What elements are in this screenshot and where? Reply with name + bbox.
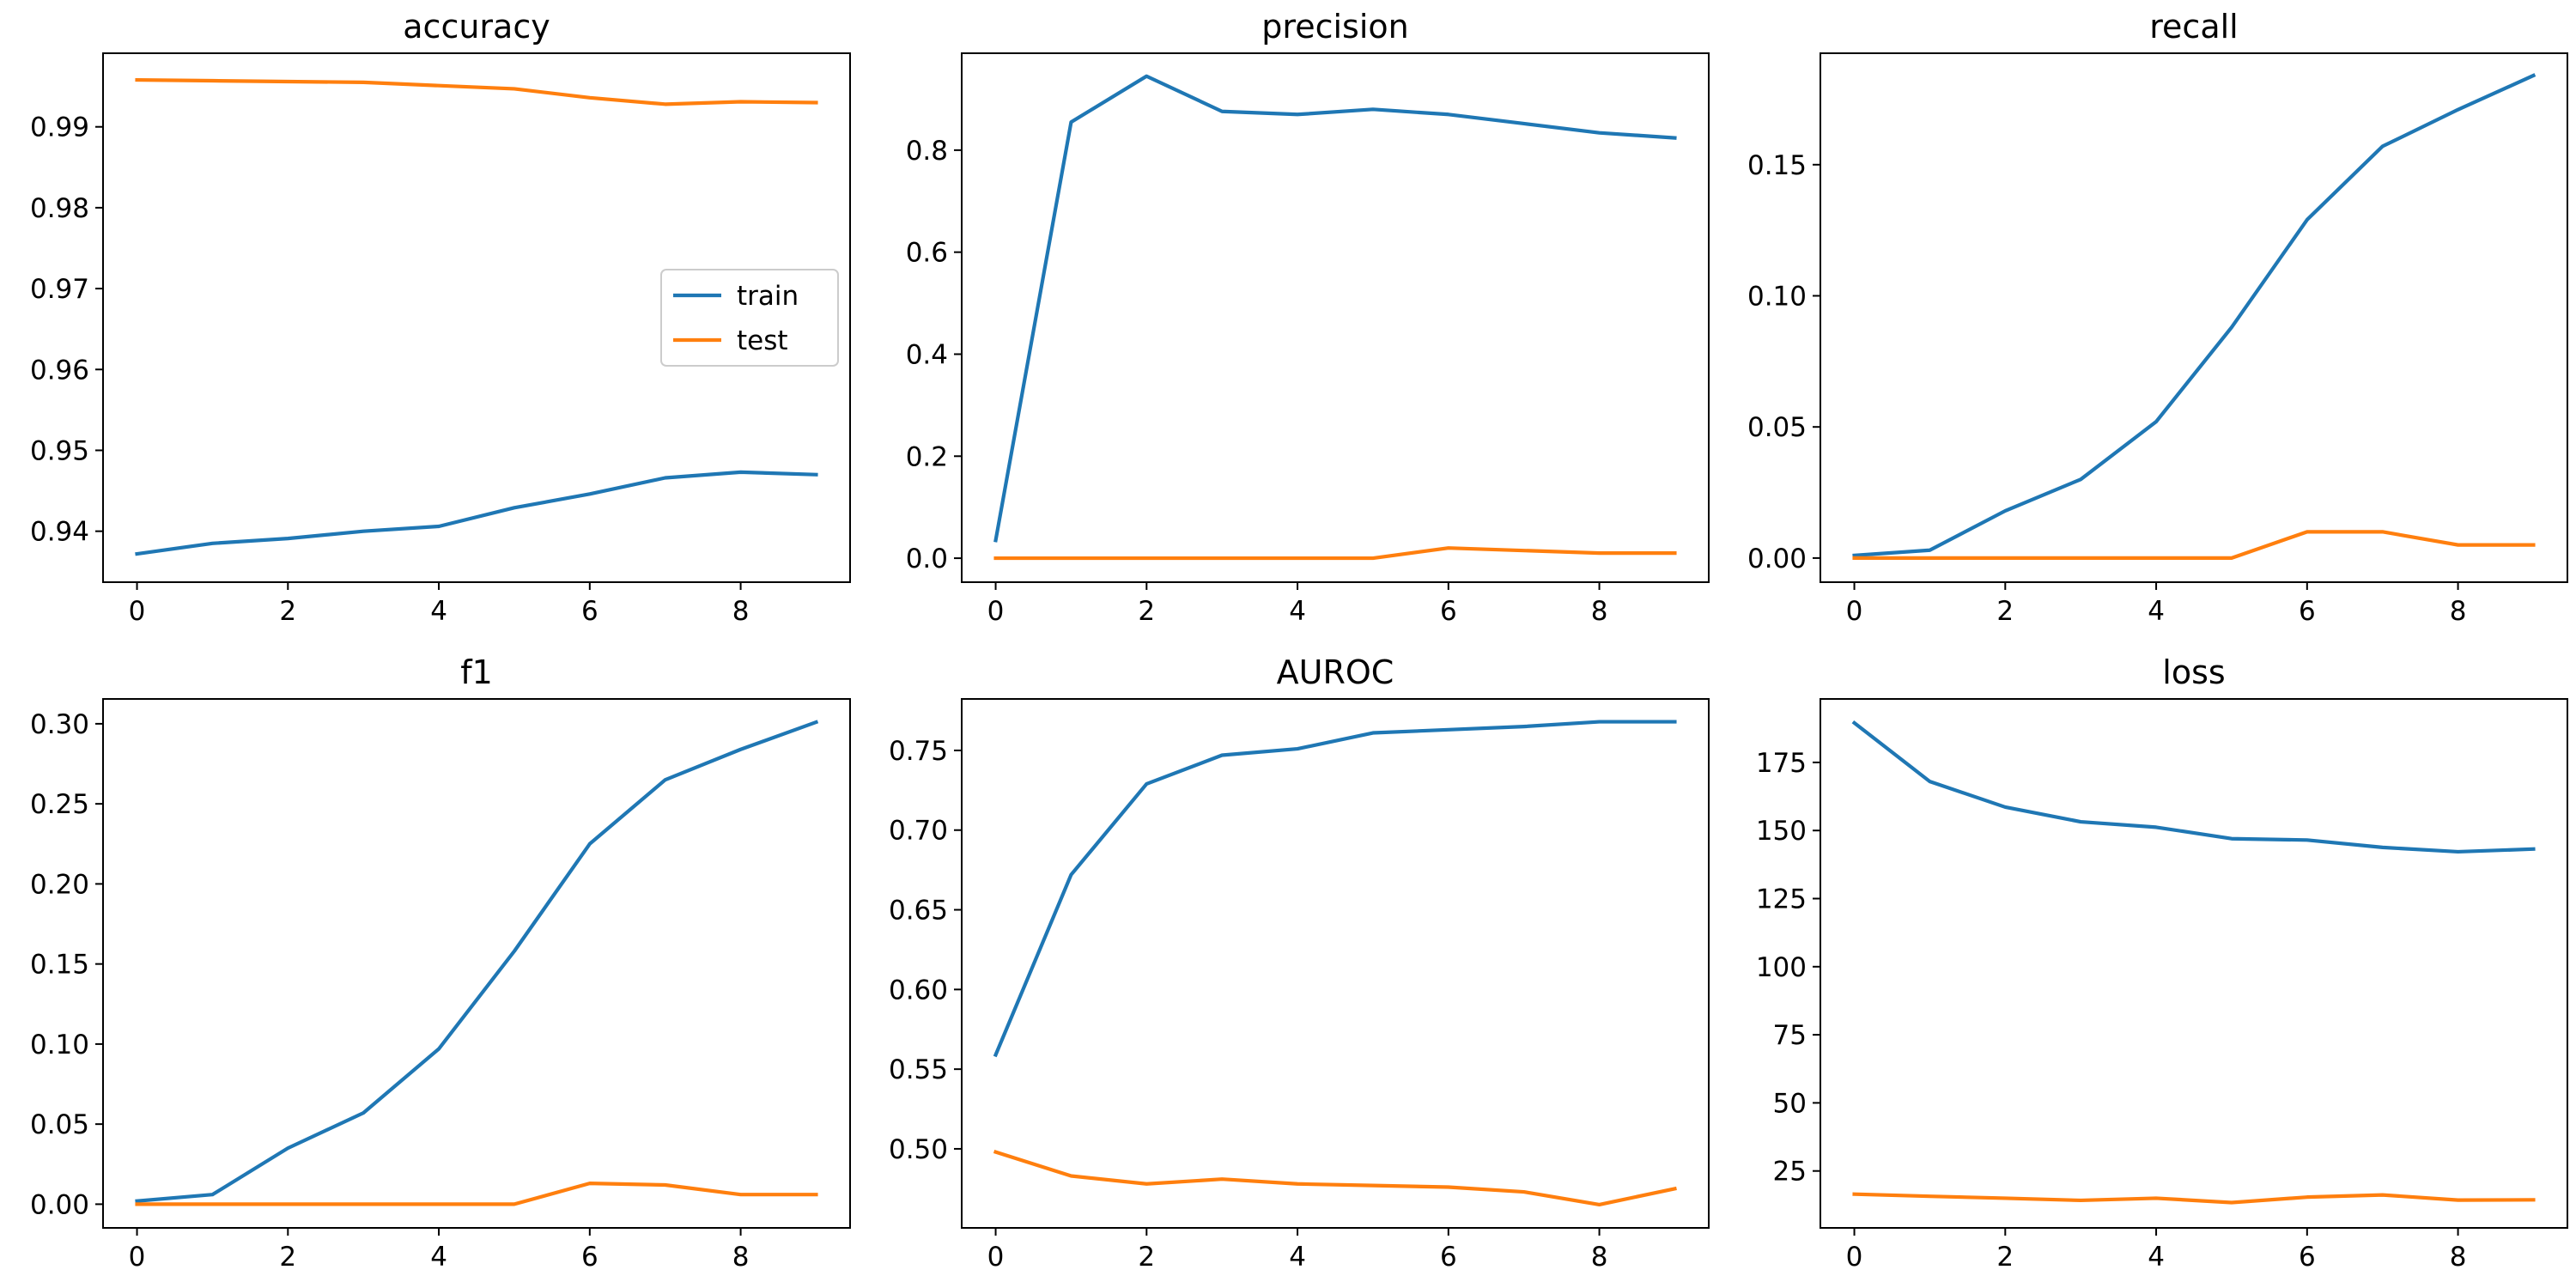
y-tick-label: 0.99 <box>30 112 89 143</box>
y-tick-label: 0.60 <box>889 975 948 1005</box>
axes-frame <box>961 52 1710 583</box>
x-tick-label: 2 <box>279 1242 296 1273</box>
y-tick-label: 0.10 <box>1747 281 1807 312</box>
y-tick-label: 0.25 <box>30 789 89 820</box>
x-tick-label: 0 <box>1846 596 1863 627</box>
x-tick-label: 8 <box>732 596 750 627</box>
x-tick-label: 2 <box>1138 1242 1155 1273</box>
y-tick-label: 0.05 <box>1747 412 1807 443</box>
panel-f1: f1 0 2 4 6 8 0.00 0.05 0.10 0.15 0.20 0.25 0.30 <box>30 653 851 1273</box>
x-tick-label: 6 <box>581 596 598 627</box>
y-tick-label: 0.98 <box>30 193 89 224</box>
series-line-train <box>1851 720 2536 854</box>
series-line-train <box>993 74 1677 543</box>
legend-label-test: test <box>737 325 788 356</box>
x-tick-label: 6 <box>2299 596 2316 627</box>
panel-title-loss: loss <box>2162 653 2225 691</box>
x-tick-label: 6 <box>1440 596 1457 627</box>
x-tick-label: 4 <box>1289 596 1306 627</box>
panel-title-f1: f1 <box>460 653 493 691</box>
y-tick-label: 50 <box>1773 1088 1807 1119</box>
y-tick-label: 0.00 <box>1747 544 1807 574</box>
x-tick-label: 8 <box>2450 596 2467 627</box>
y-tick-label: 0.65 <box>889 896 948 927</box>
x-tick-label: 8 <box>2450 1242 2467 1273</box>
y-tick-label: 0.6 <box>906 238 948 269</box>
x-tick-label: 2 <box>1996 596 2014 627</box>
series-line-test <box>993 1150 1677 1207</box>
series-line-test <box>135 77 818 106</box>
y-tick-label: 0.75 <box>889 736 948 767</box>
x-tick-label: 0 <box>129 596 146 627</box>
x-tick-label: 0 <box>987 1242 1005 1273</box>
y-tick-label: 0.95 <box>30 435 89 466</box>
y-tick-label: 125 <box>1756 884 1807 915</box>
x-tick-label: 4 <box>1289 1242 1306 1273</box>
x-tick-label: 4 <box>2148 1242 2165 1273</box>
y-tick-label: 0.15 <box>1747 150 1807 181</box>
axes-frame <box>102 52 851 583</box>
axes-frame <box>102 698 851 1229</box>
x-tick-label: 4 <box>430 1242 447 1273</box>
series-line-test <box>1852 530 2536 561</box>
panel-title-recall: recall <box>2149 8 2238 46</box>
series-line-train <box>1852 73 2537 558</box>
series-line-train <box>993 720 1677 1058</box>
series-line-train <box>135 720 819 1203</box>
x-tick-label: 4 <box>430 596 447 627</box>
y-tick-label: 25 <box>1773 1157 1807 1188</box>
y-tick-label: 0.05 <box>30 1109 89 1140</box>
y-tick-label: 0.4 <box>906 339 948 370</box>
panel-title-accuracy: accuracy <box>403 8 550 46</box>
x-tick-label: 6 <box>1440 1242 1457 1273</box>
x-tick-label: 2 <box>1996 1242 2014 1273</box>
x-tick-label: 8 <box>1591 596 1608 627</box>
x-tick-label: 8 <box>1591 1242 1608 1273</box>
panel-title-auroc: AUROC <box>1277 653 1394 691</box>
x-tick-label: 6 <box>2299 1242 2316 1273</box>
y-tick-label: 0.55 <box>889 1054 948 1085</box>
x-tick-label: 6 <box>581 1242 598 1273</box>
panel-accuracy: accuracy 0 2 4 6 8 0.94 0.95 0.96 0.97 0.98 0.99 tra… <box>30 8 851 627</box>
y-tick-label: 0.00 <box>30 1189 89 1220</box>
axes-frame <box>1820 698 2568 1229</box>
y-tick-label: 0.2 <box>906 441 948 472</box>
x-tick-label: 8 <box>732 1242 750 1273</box>
y-tick-label: 0.30 <box>30 709 89 740</box>
y-tick-label: 0.0 <box>906 544 948 574</box>
legend-label-train: train <box>737 281 799 312</box>
y-tick-label: 0.15 <box>30 950 89 981</box>
x-tick-label: 2 <box>279 596 296 627</box>
x-tick-label: 4 <box>2148 596 2165 627</box>
series-line-test <box>993 546 1677 561</box>
y-tick-label: 100 <box>1756 952 1807 983</box>
series-line-test <box>135 1182 818 1206</box>
x-tick-label: 0 <box>1846 1242 1863 1273</box>
legend: train test <box>660 269 839 367</box>
y-tick-label: 0.8 <box>906 136 948 167</box>
y-tick-label: 75 <box>1773 1020 1807 1051</box>
y-tick-label: 0.70 <box>889 816 948 847</box>
axes-frame <box>1820 52 2568 583</box>
panel-title-precision: precision <box>1261 8 1408 46</box>
axes-frame <box>961 698 1710 1229</box>
y-tick-label: 0.20 <box>30 869 89 900</box>
panel-precision: precision 0 2 4 6 8 0.0 0.2 0.4 0.6 0.8 <box>906 8 1710 627</box>
x-tick-label: 0 <box>987 596 1005 627</box>
y-tick-label: 0.96 <box>30 355 89 386</box>
y-tick-label: 175 <box>1756 748 1807 779</box>
panel-loss: loss 0 2 4 6 8 25 50 75 100 125 150 175 <box>1756 653 2568 1273</box>
y-tick-label: 0.94 <box>30 517 89 548</box>
series-line-train <box>135 470 818 556</box>
panel-recall: recall 0 2 4 6 8 0.00 0.05 0.10 0.15 <box>1747 8 2568 627</box>
y-tick-label: 0.10 <box>30 1030 89 1060</box>
x-tick-label: 0 <box>129 1242 146 1273</box>
y-tick-label: 150 <box>1756 816 1807 847</box>
panel-auroc: AUROC 0 2 4 6 8 0.50 0.55 0.60 0.65 0.70 0.75 <box>889 653 1710 1273</box>
y-tick-label: 0.97 <box>30 274 89 305</box>
series-line-test <box>1852 1192 2536 1205</box>
y-tick-label: 0.50 <box>889 1134 948 1165</box>
x-tick-label: 2 <box>1138 596 1155 627</box>
